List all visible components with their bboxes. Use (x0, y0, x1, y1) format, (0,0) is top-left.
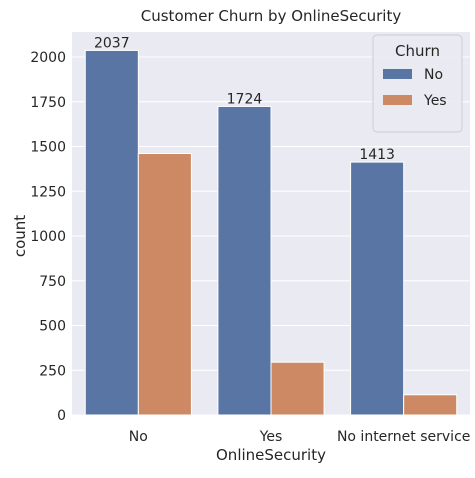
y-tick-label: 1750 (30, 95, 66, 111)
data-labels: 2037 1724 1413 (94, 35, 395, 163)
bar-no-0 (84, 49, 139, 416)
x-tick-label: Yes (259, 429, 283, 445)
x-axis-label: OnlineSecurity (216, 446, 326, 464)
x-axis-ticks: No Yes No internet service (129, 429, 471, 445)
legend: Churn No Yes (372, 34, 463, 133)
y-tick-label: 2000 (30, 50, 66, 66)
data-label: 1724 (227, 91, 263, 107)
y-tick-label: 1000 (30, 229, 66, 245)
y-tick-label: 500 (39, 319, 66, 335)
bar-yes-2 (403, 394, 458, 416)
legend-label: No (424, 67, 443, 83)
y-tick-label: 750 (39, 274, 66, 290)
y-tick-label: 0 (57, 408, 66, 424)
bar-no-2 (350, 161, 405, 416)
legend-swatch-yes (383, 95, 412, 105)
legend-title: Churn (395, 42, 440, 60)
data-label: 1413 (359, 147, 395, 163)
x-tick-label: No (129, 429, 148, 445)
chart-title: Customer Churn by OnlineSecurity (141, 7, 402, 25)
bars (84, 49, 458, 416)
y-tick-label: 1250 (30, 184, 66, 200)
y-tick-label: 250 (39, 363, 66, 379)
data-label: 2037 (94, 35, 130, 51)
bar-yes-1 (270, 361, 325, 416)
y-tick-label: 1500 (30, 140, 66, 156)
x-tick-label: No internet service (337, 429, 470, 445)
y-axis-label: count (11, 215, 29, 257)
y-axis-ticks: 0 250 500 750 1000 1250 1500 1750 2000 (30, 50, 66, 424)
legend-swatch-no (383, 69, 412, 79)
bar-yes-0 (137, 153, 192, 416)
bar-no-1 (217, 105, 272, 416)
legend-box (372, 34, 463, 133)
legend-label: Yes (423, 93, 447, 109)
